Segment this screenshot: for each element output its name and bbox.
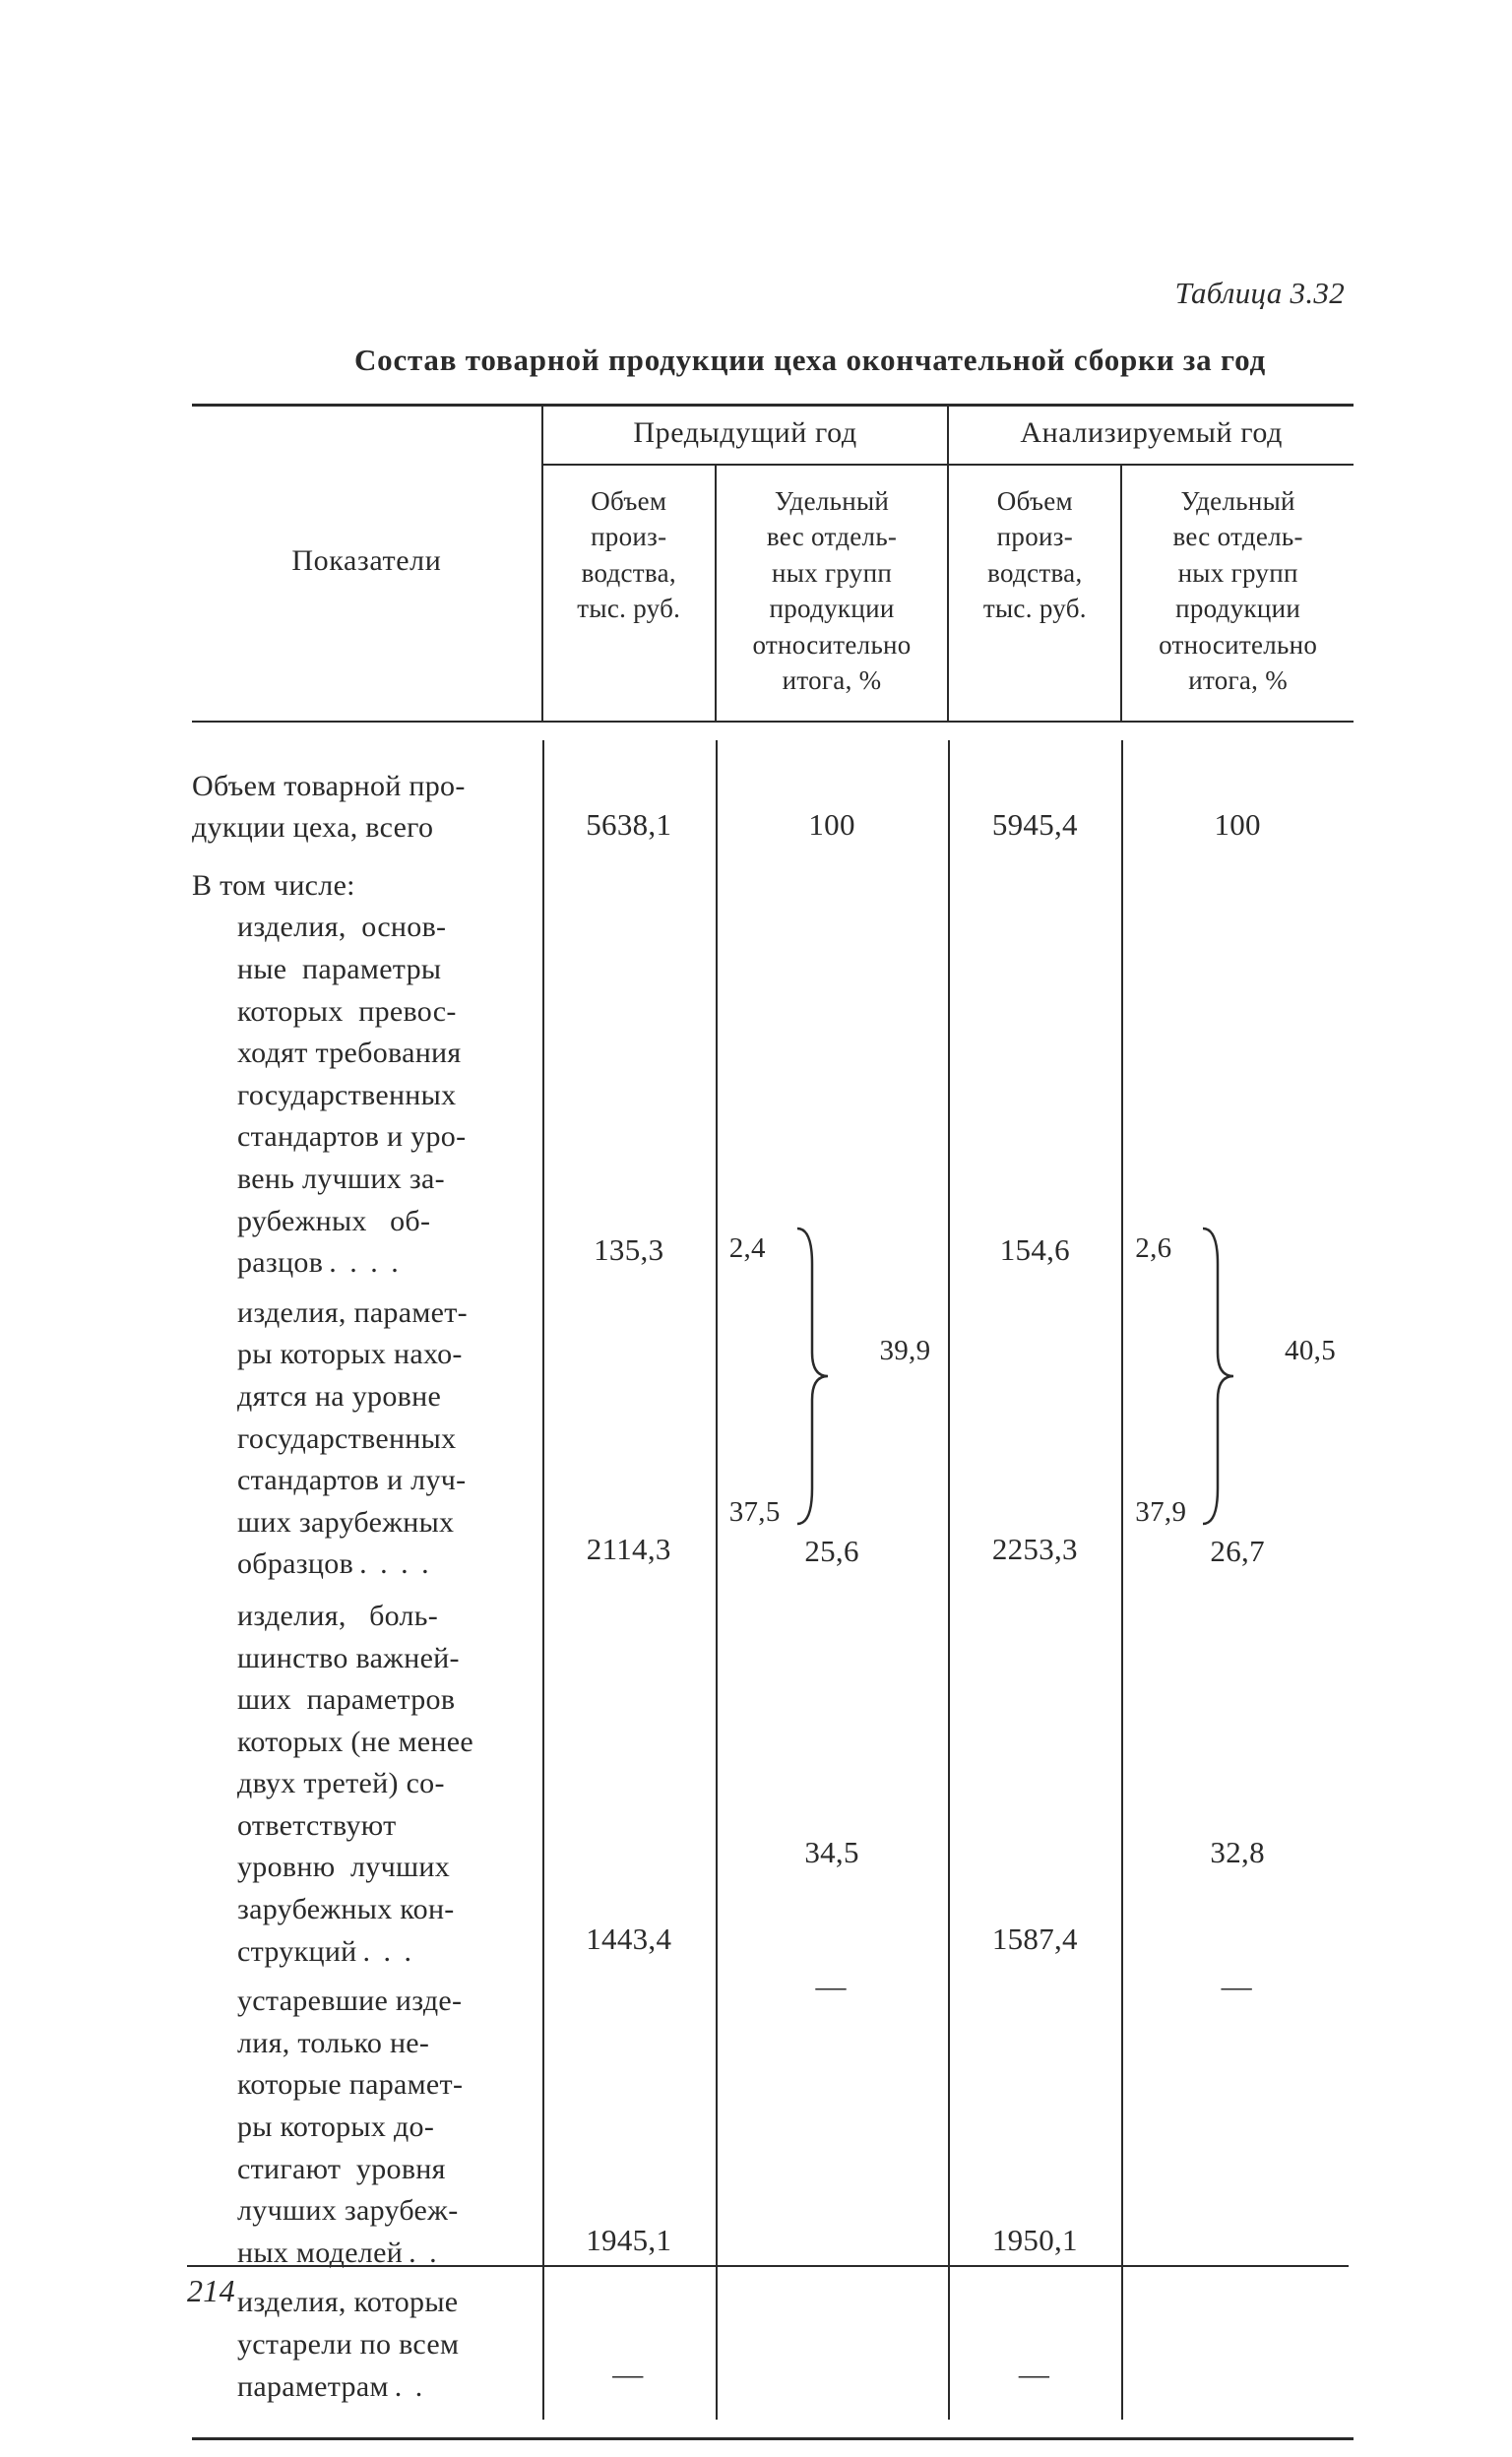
cell-r3-prev-v: 1443,4 <box>542 1922 716 1957</box>
brace-cur-sum: 40,5 <box>1285 1335 1336 1367</box>
cell-r4-prev-p: 34,5 <box>716 1835 949 1870</box>
cur-volume-column: 5945,4 154,6 2253,3 1587,4 1950,1 — <box>948 722 1121 2438</box>
cur-share-column: 100 2,6 37,9 40,5 26,7 32,8 — <box>1121 722 1354 2438</box>
cell-r2-prev-v: 2114,3 <box>542 1532 716 1567</box>
cell-r5-cur-v: — <box>948 2357 1121 2392</box>
cell-total-cur-v: 5945,4 <box>948 807 1121 843</box>
header-cur-year: Анализируемый год <box>948 407 1354 465</box>
brace-icon <box>1198 1225 1237 1528</box>
cell-total-cur-p: 100 <box>1121 807 1354 843</box>
table-number: Таблица 3.32 <box>1175 276 1345 311</box>
cell-r2-prev-p: 37,5 <box>729 1496 781 1529</box>
row-including: В том числе: <box>192 865 542 908</box>
cell-total-prev-v: 5638,1 <box>542 807 716 843</box>
cell-r1-cur-p: 2,6 <box>1135 1232 1171 1265</box>
header-prev-volume: Объем произ-водства,тыс. руб. <box>542 465 716 722</box>
cell-r5-cur-p: — <box>1121 1969 1354 2004</box>
cell-r1-prev-v: 135,3 <box>542 1232 716 1268</box>
cell-r4-prev-v: 1945,1 <box>542 2223 716 2258</box>
cell-r4-cur-p: 32,8 <box>1121 1835 1354 1870</box>
cell-r3-cur-v: 1587,4 <box>948 1922 1121 1957</box>
row-r3-label: изделия, боль-шинство важней-ших парамет… <box>192 1596 542 1973</box>
cell-total-prev-p: 100 <box>716 807 949 843</box>
cell-r4-cur-v: 1950,1 <box>948 2223 1121 2258</box>
header-cur-share: Удельныйвес отдель-ных групппродукцииотн… <box>1121 465 1354 722</box>
brace-icon <box>792 1225 832 1528</box>
table-title: Состав товарной продукции цеха окончател… <box>256 343 1364 378</box>
cell-r5-prev-p: — <box>716 1969 949 2004</box>
cell-r5-prev-v: — <box>542 2357 716 2392</box>
indicator-column: Объем товарной про-дукции цеха, всего В … <box>192 722 542 2438</box>
main-table: Показатели Предыдущий год Анализируемый … <box>192 404 1354 2440</box>
cell-r1-cur-v: 154,6 <box>948 1232 1121 1268</box>
header-cur-volume: Объемпроиз-водства,тыс. руб. <box>948 465 1121 722</box>
brace-prev-sum: 39,9 <box>879 1335 930 1367</box>
row-r2-label: изделия, парамет-ры которых нахо-дятся н… <box>192 1292 542 1586</box>
cell-r2-cur-v: 2253,3 <box>948 1532 1121 1567</box>
header-indicator: Показатели <box>192 407 542 722</box>
page-number: 214 <box>187 2265 1349 2309</box>
prev-share-column: 100 2,4 37,5 39,9 25,6 34,5 — <box>716 722 949 2438</box>
header-prev-share: Удельныйвес отдель-ных групппродукцииотн… <box>716 465 949 722</box>
row-total-label: Объем товарной про-дукции цеха, всего <box>192 766 542 850</box>
cell-r2-cur-p: 37,9 <box>1135 1496 1186 1529</box>
header-prev-year: Предыдущий год <box>542 407 949 465</box>
row-r1-label: изделия, основ-ные параметрыкоторых прев… <box>192 907 542 1284</box>
prev-volume-column: 5638,1 135,3 2114,3 1443,4 1945,1 — <box>542 722 716 2438</box>
row-r4-label: устаревшие изде-лия, только не-которые п… <box>192 1981 542 2274</box>
cell-r1-prev-p: 2,4 <box>729 1232 766 1265</box>
